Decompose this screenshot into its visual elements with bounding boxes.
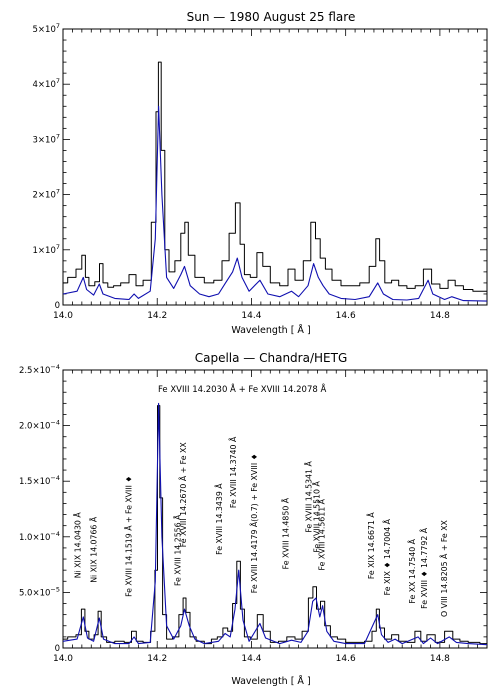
chart-title-capella: Capella — Chandra/HETG (195, 351, 348, 365)
line-id-label: Fe XVIII 14.3439 Å (215, 483, 224, 555)
x-tick-label-capella: 14.6 (336, 654, 356, 664)
capella-spectrum-panel: Capella — Chandra/HETG Wavelength [ Å ] … (19, 351, 488, 687)
plot-frame-sun (62, 28, 488, 306)
line-id-label: Ni XIX 14.0430 Å (73, 512, 82, 579)
y-tick-label-capella: 2.0×10−4 (19, 419, 60, 432)
y-tick-label-sun: 0 (55, 301, 60, 311)
line-id-label: Fe XVIII 14.2670 Å + Fe XX (179, 442, 188, 548)
line-id-label: Fe XVIII ♦ 14.7792 Å (420, 527, 429, 609)
x-tick-label-sun: 14.0 (53, 311, 73, 321)
line-id-label: Fe XVIII 14.5341 Å (305, 461, 314, 533)
y-tick-label-sun: 1×107 (33, 243, 61, 256)
x-axis-label-sun: Wavelength [ Å ] (231, 324, 310, 336)
line-id-label: Fe XVIII 14.3740 Å (229, 436, 238, 508)
line-id-label: Ni XIX 14.0766 Å (89, 516, 98, 583)
x-tick-label-sun: 14.4 (241, 311, 261, 321)
x-tick-label-capella: 14.8 (430, 654, 450, 664)
line-id-label: Fe XVIII 14.4179 Å(0.7) + Fe XVIII ♦ (250, 453, 259, 593)
line-id-label: Fe XVIII 14.1519 Å + Fe XVIII ♦ (125, 476, 134, 597)
x-tick-label-capella: 14.0 (53, 654, 73, 664)
y-tick-label-capella: 2.5×10−4 (19, 363, 60, 376)
x-axis-label-capella: Wavelength [ Å ] (231, 675, 310, 687)
y-tick-label-capella: 1.5×10−4 (19, 474, 60, 487)
line-id-label: Fe XIX ♦ 14.7004 Å (383, 518, 392, 595)
y-tick-label-sun: 3×107 (33, 132, 61, 145)
y-tick-label-capella: 5.0×10−5 (19, 585, 60, 598)
y-tick-label-sun: 4×107 (33, 77, 61, 90)
line-id-label: O VIII 14.8205 Å + Fe XX (440, 519, 449, 617)
observed-spectrum-sun (63, 61, 487, 292)
line-id-label: Fe XVIII 14.4850 Å (282, 497, 291, 569)
model-spectrum-capella (62, 402, 488, 646)
y-tick-label-capella: 0 (55, 644, 60, 654)
line-id-label: Fe XVIII 14.2030 Å + Fe XVIII 14.2078 Å (158, 383, 326, 395)
x-tick-label-capella: 14.2 (147, 654, 167, 664)
y-tick-label-sun: 5×107 (33, 22, 61, 35)
model-spectrum-sun (62, 105, 488, 302)
line-id-label: Fe XVIII 14.5611 Å (317, 498, 326, 570)
line-id-label: Fe XVIII 14.5510 Å (313, 481, 322, 553)
x-tick-label-sun: 14.8 (430, 311, 450, 321)
sun-flare-spectrum-panel: Sun — 1980 August 25 flare Wavelength [ … (33, 10, 488, 336)
observed-spectrum-capella (63, 405, 487, 645)
line-id-label: Fe XX 14.7540 Å (408, 538, 417, 603)
line-id-label: Fe XIX 14.6671 Å (367, 512, 376, 580)
plot-frame-capella (62, 369, 488, 649)
x-tick-label-sun: 14.6 (336, 311, 356, 321)
y-tick-label-capella: 1.0×10−4 (19, 530, 60, 543)
x-tick-label-capella: 14.4 (241, 654, 261, 664)
line-id-label: Fe XVIII 14.2556 Å (174, 514, 183, 586)
x-tick-label-sun: 14.2 (147, 311, 167, 321)
y-tick-label-sun: 2×107 (33, 188, 61, 201)
chart-title-sun: Sun — 1980 August 25 flare (187, 10, 356, 24)
